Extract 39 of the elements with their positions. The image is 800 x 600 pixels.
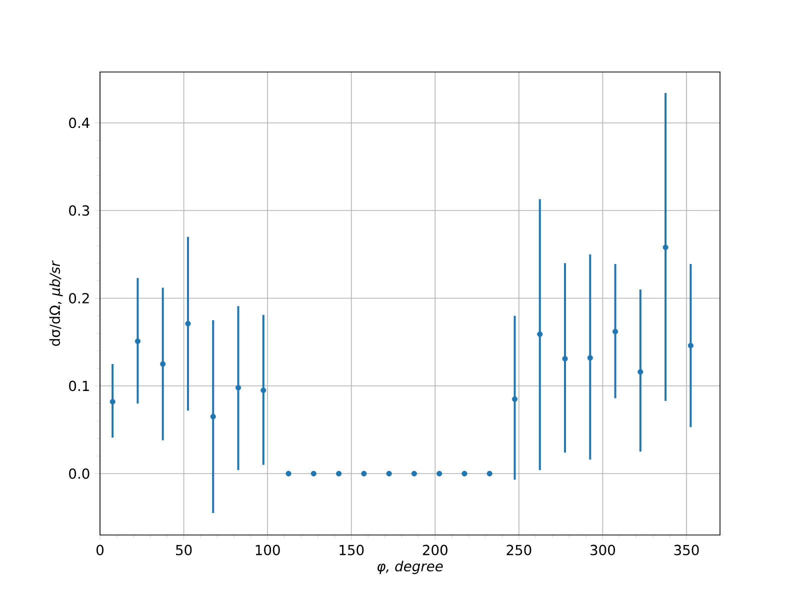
point xyxy=(486,470,492,476)
point xyxy=(361,470,367,476)
point xyxy=(310,470,316,476)
y-tick-label: 0.0 xyxy=(69,468,90,479)
point xyxy=(638,369,644,375)
x-tick-label: 50 xyxy=(176,544,192,556)
point xyxy=(185,320,191,326)
x-tick-label: 200 xyxy=(422,544,448,556)
point xyxy=(235,384,242,390)
point xyxy=(260,387,266,394)
point xyxy=(210,414,216,420)
x-axis-title: φ, degree xyxy=(378,560,443,574)
y-tick-label: 0.3 xyxy=(69,205,90,216)
x-tick-label: 300 xyxy=(590,544,615,556)
x-tick-label: 100 xyxy=(256,544,280,556)
point xyxy=(134,338,141,344)
point xyxy=(612,328,618,334)
point xyxy=(537,331,543,337)
point xyxy=(662,244,668,250)
y-tick-label: 0.1 xyxy=(69,380,89,392)
point xyxy=(436,470,442,476)
point xyxy=(562,356,568,362)
point xyxy=(160,361,166,367)
y-axis-title: dσ/dΩ, μb/sr xyxy=(49,260,63,346)
x-tick-label: 0 xyxy=(96,544,104,556)
y-tick-label: 0.2 xyxy=(69,292,89,304)
point xyxy=(386,470,392,476)
x-tick-label: 150 xyxy=(340,544,364,556)
point xyxy=(336,470,342,476)
point xyxy=(462,470,468,476)
y-tick-label: 0.4 xyxy=(69,118,90,128)
point xyxy=(688,342,694,348)
point xyxy=(286,470,292,476)
x-tick-label: 250 xyxy=(506,544,532,556)
point xyxy=(587,355,593,361)
point xyxy=(411,470,417,476)
point xyxy=(110,398,116,404)
point xyxy=(512,396,518,402)
x-tick-label: 350 xyxy=(674,544,699,556)
